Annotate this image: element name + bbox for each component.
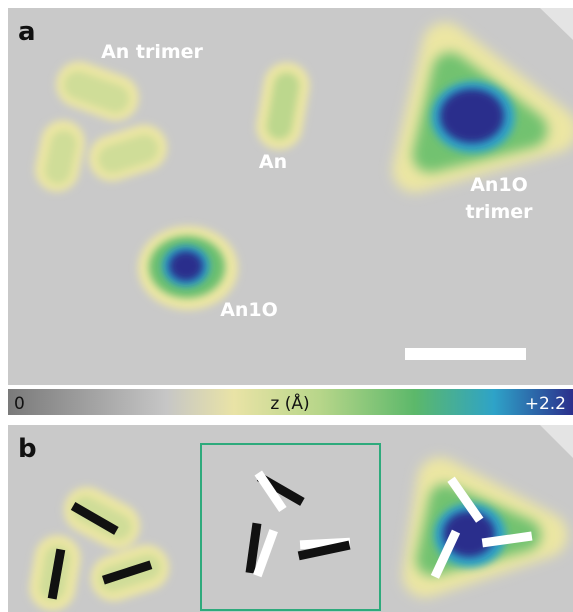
colorbar-max: +2.2: [525, 394, 566, 414]
colorbar-label: z (Å): [270, 392, 309, 414]
colorbar-min: 0: [14, 394, 25, 414]
annotation: An trimer: [101, 41, 203, 63]
an1o-blob: [138, 226, 238, 310]
panel-label: b: [18, 434, 37, 464]
panel-a: a An trimer An An1O An1O trimer: [8, 8, 573, 385]
annotation: An: [259, 151, 287, 173]
annotation: An1O: [470, 174, 528, 196]
scale-bar: [405, 348, 526, 360]
panel-b: b: [8, 425, 573, 612]
colorbar: 0 z (Å) +2.2: [8, 389, 573, 415]
annotation: trimer: [465, 201, 533, 223]
annotation: An1O: [220, 299, 278, 321]
panel-label: a: [18, 17, 36, 47]
figure: a An trimer An An1O An1O trimer 0 z (Å) …: [0, 0, 573, 612]
inset-box: [201, 444, 380, 610]
